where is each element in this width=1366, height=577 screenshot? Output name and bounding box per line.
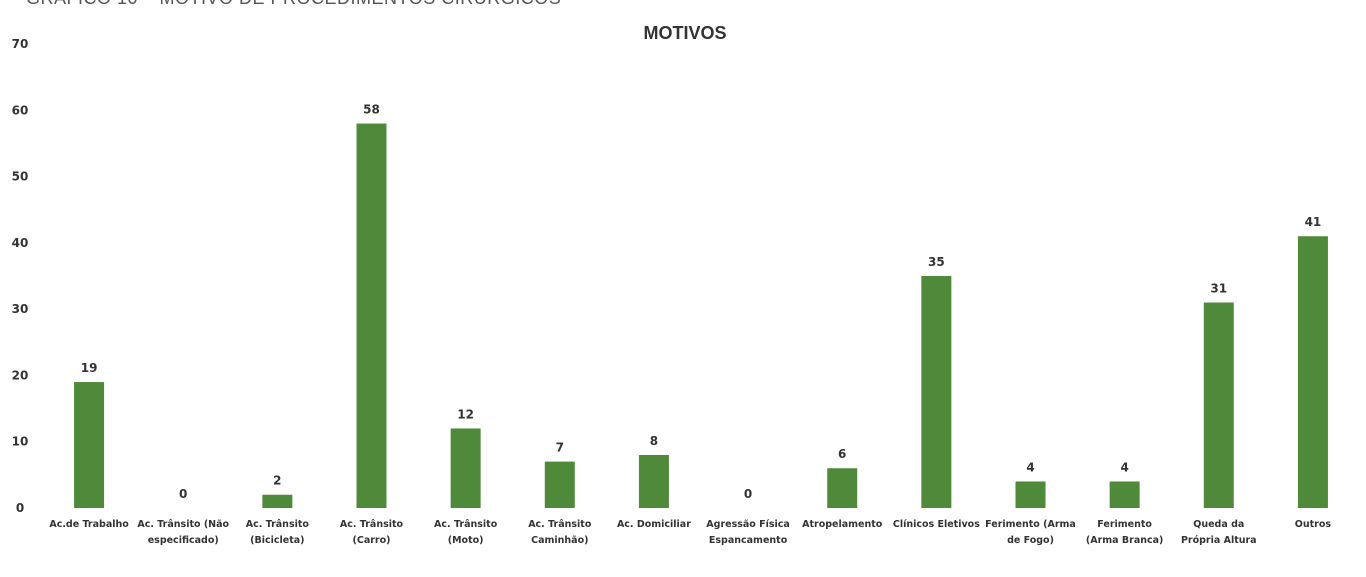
x-tick-label: Ac. Trânsito (Não <box>137 519 229 530</box>
x-tick-label: Caminhão) <box>531 535 588 546</box>
y-tick-label: 60 <box>12 103 29 117</box>
x-tick-label: Ferimento (Arma <box>985 519 1076 530</box>
chart-title: MOTIVOS <box>643 23 726 43</box>
y-tick-label: 30 <box>12 302 29 316</box>
y-tick-label: 70 <box>12 37 29 51</box>
x-tick-label: Ac. Trânsito <box>340 519 404 530</box>
data-label: 58 <box>363 103 380 117</box>
x-tick-label: Ac.de Trabalho <box>49 519 129 530</box>
bar <box>921 276 952 508</box>
bar <box>827 468 858 508</box>
data-label: 7 <box>556 441 564 455</box>
x-tick-label: Clínicos Eletivos <box>893 519 980 530</box>
x-tick-label: de Fogo) <box>1007 535 1054 546</box>
bar <box>1015 481 1046 508</box>
data-label: 0 <box>179 487 187 501</box>
bars-group <box>74 123 1328 509</box>
data-label: 4 <box>1120 460 1128 474</box>
bar <box>262 494 293 508</box>
x-tick-label: (Arma Branca) <box>1086 535 1163 546</box>
data-label: 2 <box>273 474 281 488</box>
data-label: 31 <box>1210 282 1227 296</box>
x-tick-label: Própria Altura <box>1181 535 1257 546</box>
bar <box>450 428 481 508</box>
x-tick-label: Ac. Domiciliar <box>617 519 691 530</box>
y-tick-label: 0 <box>16 501 24 515</box>
x-tick-label: Ac. Trânsito <box>528 519 592 530</box>
data-label: 19 <box>81 361 98 375</box>
figure-caption: GRÁFICO 10 – MOTIVO DE PROCEDIMENTOS CIR… <box>26 0 561 9</box>
y-tick-label: 20 <box>12 368 29 382</box>
x-tick-label: Ac. Trânsito <box>246 519 310 530</box>
data-label: 41 <box>1305 215 1322 229</box>
x-tick-label: Outros <box>1295 519 1332 530</box>
bar <box>544 461 575 508</box>
bar <box>638 454 669 508</box>
y-axis: 0 10 20 30 40 50 60 70 <box>12 37 29 515</box>
data-label: 12 <box>457 407 474 421</box>
x-tick-label: (Moto) <box>448 535 484 546</box>
bar <box>74 382 105 508</box>
x-tick-label: (Carro) <box>353 535 391 546</box>
y-tick-label: 40 <box>12 236 29 250</box>
data-label: 0 <box>744 487 752 501</box>
x-tick-label: Espancamento <box>709 535 788 546</box>
bar <box>356 123 387 509</box>
x-tick-label: Atropelamento <box>802 519 883 530</box>
x-tick-label: Agressão Física <box>706 519 790 530</box>
x-tick-label: Queda da <box>1193 519 1244 530</box>
data-label: 6 <box>838 447 846 461</box>
y-tick-label: 10 <box>12 435 29 449</box>
data-labels-group: 19 0 2 58 12 7 8 0 6 35 4 4 31 41 <box>81 103 1322 501</box>
x-tick-label: Ac. Trânsito <box>434 519 498 530</box>
bar <box>1297 236 1328 508</box>
data-label: 35 <box>928 255 945 269</box>
x-axis-labels: Ac.de Trabalho Ac. Trânsito (Não especific… <box>49 519 1331 546</box>
y-tick-label: 50 <box>12 170 29 184</box>
x-tick-label: Ferimento <box>1097 519 1152 530</box>
bar <box>1203 302 1234 508</box>
bar <box>1109 481 1140 508</box>
x-tick-label: especificado) <box>148 535 219 546</box>
data-label: 4 <box>1026 460 1034 474</box>
data-label: 8 <box>650 434 658 448</box>
x-tick-label: (Bicicleta) <box>250 535 304 546</box>
